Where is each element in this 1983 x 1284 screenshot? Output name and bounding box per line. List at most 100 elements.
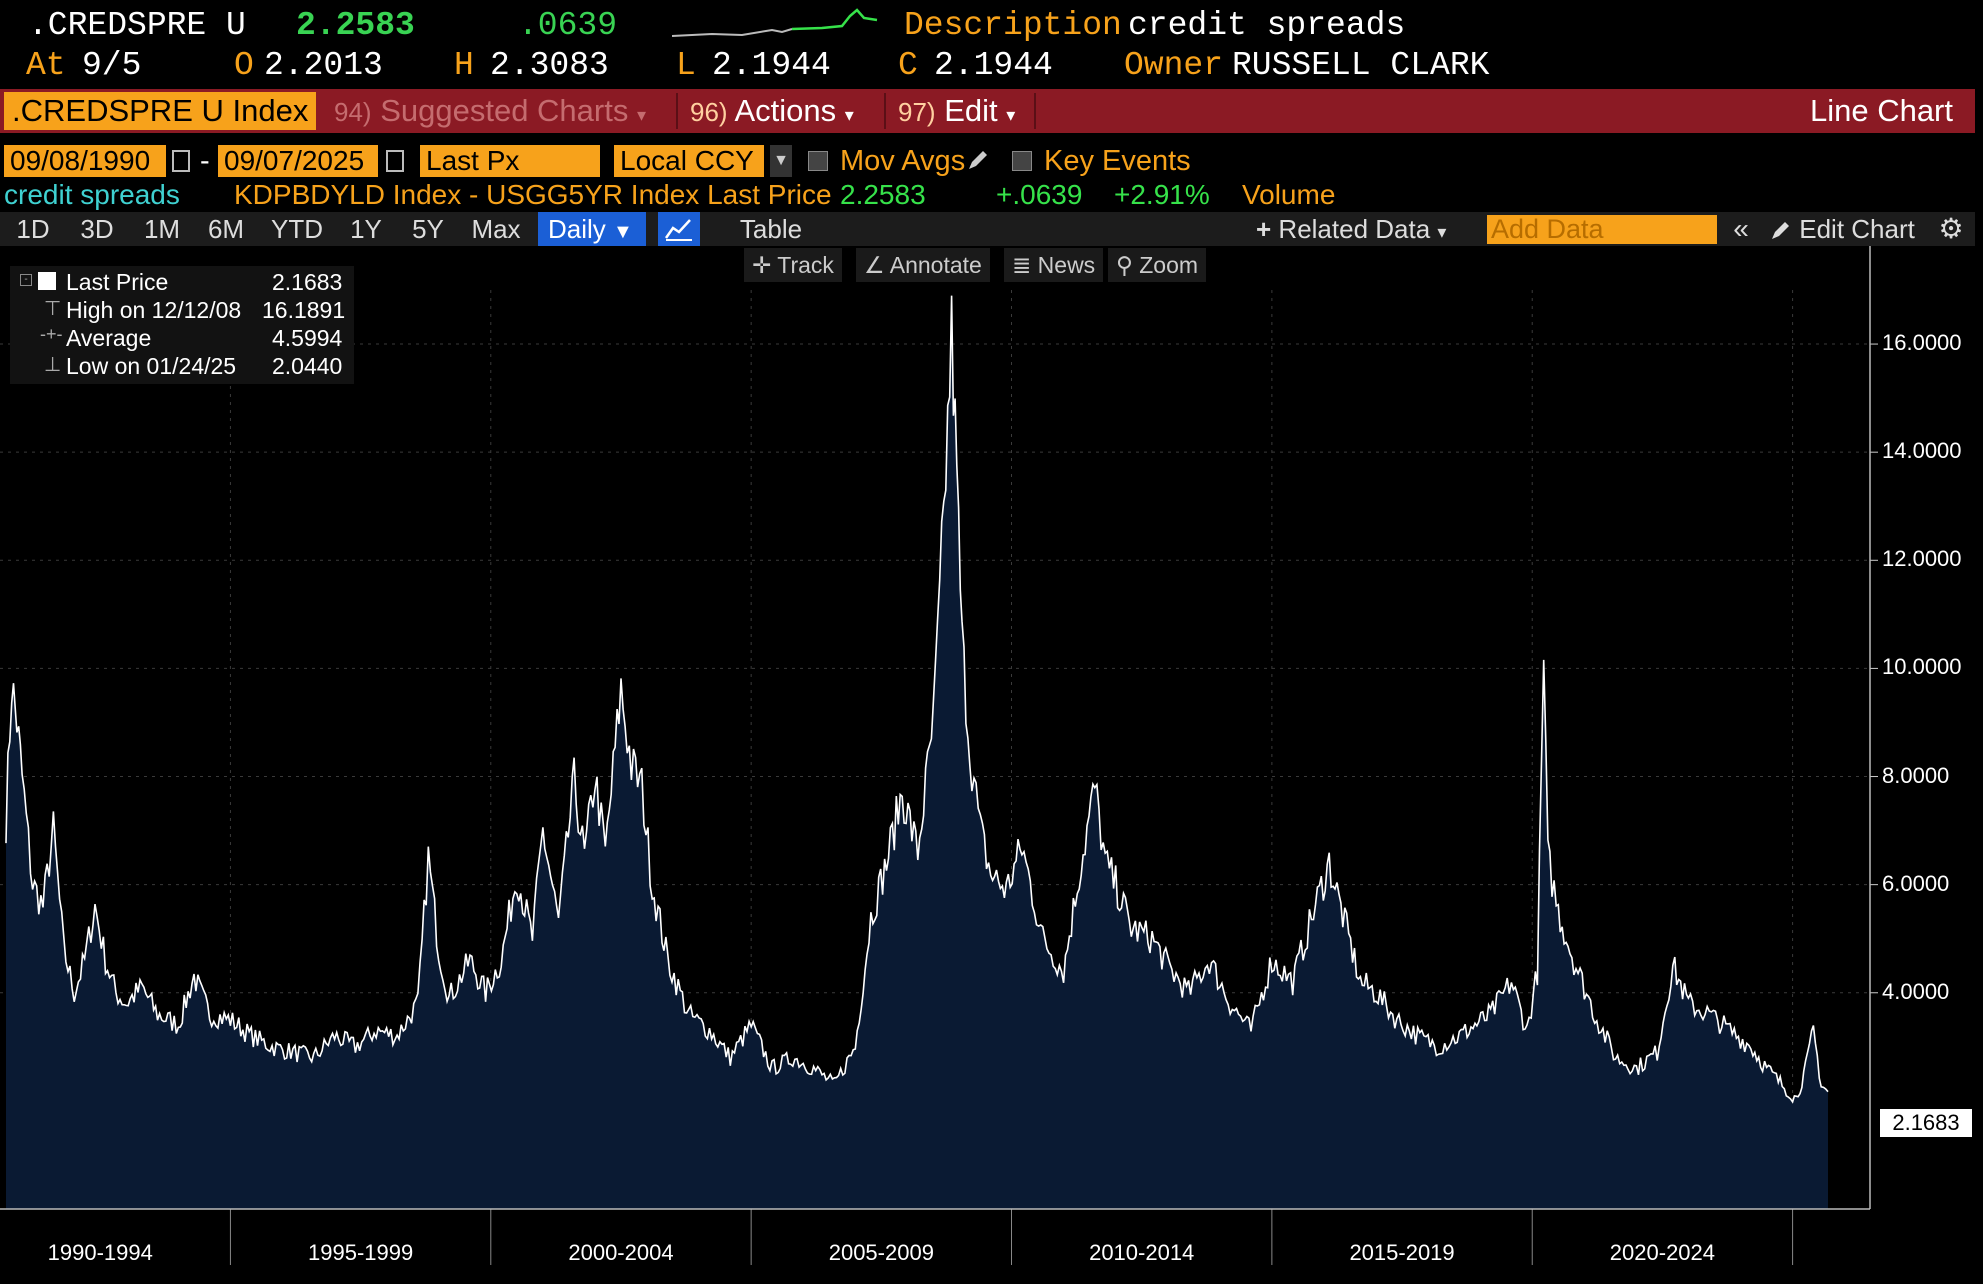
period-1y[interactable]: 1Y [350, 214, 382, 244]
news-tool[interactable]: ≣ News [1004, 248, 1104, 282]
legend-last-label: Last Price [66, 269, 169, 295]
y-tick-label: 14.0000 [1882, 438, 1962, 464]
sparkline-recent [791, 8, 878, 31]
x-tick-label: 2000-2004 [568, 1240, 674, 1265]
date-range-dash: - [200, 145, 210, 177]
track-label: Track [777, 252, 834, 278]
suggested-charts-number: 94) [334, 97, 372, 127]
annotate-icon: ∠ [864, 252, 890, 278]
actions-menu[interactable]: 96) Actions ▾ [680, 89, 854, 133]
key-events-label: Key Events [1044, 145, 1191, 177]
y-tick-label: 16.0000 [1882, 330, 1962, 356]
end-date-input[interactable]: 09/07/2025 [218, 145, 378, 177]
series-formula: KDPBDYLD Index - USGG5YR Index Last Pric… [234, 179, 832, 210]
frequency-select[interactable]: Daily ▼ [538, 212, 646, 246]
x-tick-label: 2020-2024 [1609, 1240, 1716, 1265]
news-icon: ≣ [1012, 252, 1038, 278]
toolbar-divider [884, 93, 886, 129]
collapse-icon[interactable]: « [1733, 213, 1749, 244]
currency-select[interactable]: Local CCY [614, 145, 764, 177]
annotate-tool[interactable]: ∠ Annotate [856, 248, 990, 282]
line-chart[interactable] [0, 246, 1983, 1284]
actions-label: Actions [734, 93, 837, 128]
toolbar-divider [1034, 93, 1036, 129]
high-marker-icon: ⊤ [44, 298, 62, 320]
x-tick-label: 2010-2014 [1089, 1240, 1195, 1265]
close-label: C [898, 47, 918, 84]
chart-axes [0, 246, 1878, 1265]
y-tick-label: 8.0000 [1882, 762, 1950, 788]
x-tick-label: 1990-1994 [47, 1240, 153, 1265]
period-3d[interactable]: 3D [80, 214, 114, 244]
description-label: Description [904, 7, 1122, 44]
low-label: L [676, 47, 696, 84]
edit-menu[interactable]: 97) Edit ▾ [888, 89, 1015, 133]
edit-label: Edit [944, 93, 998, 128]
owner-value: RUSSELL CLARK [1232, 47, 1490, 84]
series-value: 2.2583 [840, 179, 926, 210]
gear-icon[interactable]: ⚙ [1938, 213, 1964, 244]
add-data-input[interactable]: Add Data [1487, 215, 1717, 244]
key-events-checkbox[interactable] [1012, 151, 1032, 171]
at-label: At [26, 47, 66, 84]
high-value: 2.3083 [490, 47, 609, 84]
frequency-label: Daily [548, 214, 606, 244]
suggested-charts-menu[interactable]: 94) Suggested Charts ▾ [324, 89, 646, 133]
chevron-down-icon[interactable]: ▼ [770, 145, 792, 177]
y-tick-label: 10.0000 [1882, 654, 1962, 680]
mov-avgs-checkbox[interactable] [808, 151, 828, 171]
period-max[interactable]: Max [471, 214, 521, 244]
x-tick-label: 1995-1999 [308, 1240, 414, 1265]
actions-number: 96) [690, 97, 728, 127]
series-pct-change: +2.91% [1114, 179, 1210, 210]
zoom-label: Zoom [1139, 252, 1199, 278]
chevron-down-icon: ▾ [844, 105, 854, 125]
collapse-toggle-icon[interactable]: - [20, 274, 32, 286]
edit-chart-button[interactable]: Edit Chart [1770, 212, 1926, 246]
last-price: 2.2583 [296, 7, 415, 44]
zoom-tool[interactable]: ⚲ Zoom [1108, 248, 1207, 282]
chart-legend[interactable]: - Last Price 2.1683 ⊤ High on 12/12/08 1… [10, 266, 354, 384]
plus-icon: + [1256, 214, 1272, 244]
period-1d[interactable]: 1D [16, 214, 50, 244]
field-select[interactable]: Last Px [420, 145, 600, 177]
average-marker-icon: -+- [40, 324, 63, 344]
calendar-icon[interactable] [172, 150, 190, 172]
legend-low-value: 2.0440 [272, 353, 343, 379]
pencil-icon[interactable] [966, 148, 990, 172]
ticker: .CREDSPRE U [28, 7, 246, 44]
track-tool[interactable]: ✛ Track [744, 248, 842, 282]
low-marker-icon: ⊥ [44, 354, 62, 376]
pencil-icon [1772, 222, 1789, 239]
period-5y[interactable]: 5Y [412, 214, 444, 244]
edit-chart-label: Edit Chart [1799, 214, 1915, 244]
line-chart-icon[interactable] [658, 212, 700, 246]
function-toolbar: .CREDSPRE U Index 94) Suggested Charts ▾… [0, 89, 1975, 133]
edit-number: 97) [898, 97, 936, 127]
y-tick-label: 6.0000 [1882, 870, 1950, 896]
legend-last-value: 2.1683 [272, 269, 343, 295]
x-tick-label: 2005-2009 [828, 1240, 934, 1265]
high-label: H [454, 47, 474, 84]
chart-grid [0, 290, 1870, 1209]
period-1m[interactable]: 1M [143, 214, 181, 244]
legend-average-label: Average [66, 325, 152, 351]
related-data-label: Related Data [1278, 214, 1431, 244]
calendar-icon[interactable] [386, 150, 404, 172]
period-6m[interactable]: 6M [207, 214, 245, 244]
description-value: credit spreads [1128, 7, 1406, 44]
series-swatch [38, 272, 56, 290]
table-button[interactable]: Table [739, 214, 803, 244]
security-title[interactable]: .CREDSPRE U Index [4, 92, 317, 130]
owner-label: Owner [1124, 47, 1224, 84]
related-data-menu[interactable]: + Related Data ▾ [1256, 212, 1466, 246]
series-area [6, 295, 1828, 1210]
price-change: .0639 [518, 7, 618, 44]
chart-type-label: Line Chart [1809, 93, 1953, 128]
start-date-input[interactable]: 09/08/1990 [4, 145, 166, 177]
crosshair-icon: ✛ [752, 252, 778, 278]
mov-avgs-label: Mov Avgs [840, 145, 966, 177]
annotate-label: Annotate [889, 252, 982, 278]
period-ytd[interactable]: YTD [271, 214, 323, 244]
y-tick-label: 12.0000 [1882, 546, 1962, 572]
